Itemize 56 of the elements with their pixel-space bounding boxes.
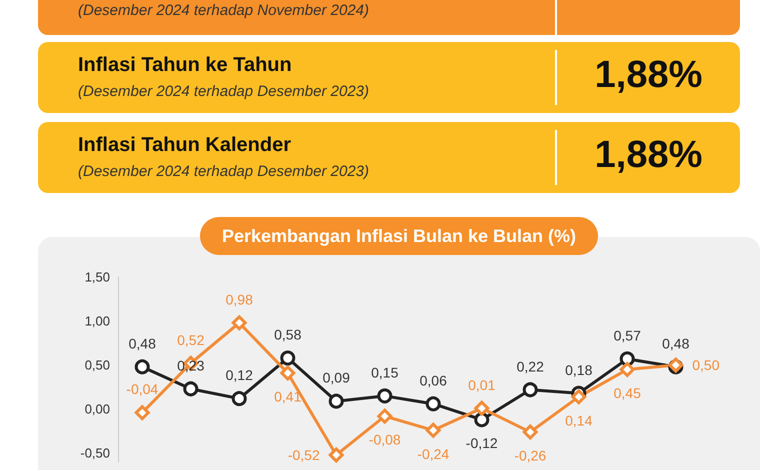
point	[328, 447, 344, 462]
text: (Desember 2024 terhadap Desember 2023)	[78, 163, 369, 180]
text: Inflasi Tahun ke Tahun	[78, 54, 292, 77]
data-label: -0,04	[126, 381, 158, 398]
data-label: 0,50	[692, 357, 720, 374]
point	[280, 366, 296, 381]
data-label: -0,24	[417, 446, 450, 462]
point	[134, 405, 150, 420]
point	[620, 362, 635, 377]
data-label: 0,48	[128, 335, 156, 352]
point	[474, 400, 490, 416]
point	[183, 381, 198, 396]
data-label: 0,18	[565, 362, 593, 378]
point	[474, 412, 490, 428]
data-label: -0,12	[466, 435, 498, 452]
point	[134, 359, 150, 374]
data-label: 0,45	[614, 385, 642, 401]
data-label: 0,15	[371, 364, 399, 380]
data-label: 0,09	[322, 370, 350, 386]
data-label: 0,52	[177, 332, 205, 348]
point	[426, 422, 441, 438]
point	[377, 408, 392, 424]
data-label: 0,14	[565, 412, 593, 428]
text: 1,88%	[594, 134, 704, 177]
y-tick-label: 0,50	[84, 358, 110, 373]
point	[328, 394, 344, 409]
data-label: -0,08	[368, 432, 401, 448]
point	[522, 424, 538, 440]
data-label: -0,52	[288, 446, 320, 463]
point	[280, 350, 296, 366]
data-label: 0,06	[420, 372, 448, 388]
point	[377, 388, 392, 404]
y-tick-label: 1,50	[84, 270, 110, 284]
point	[426, 396, 441, 412]
point	[571, 389, 586, 404]
text: 1,88%	[594, 54, 704, 97]
text: (Desember 2024 terhadap November 2024)	[78, 2, 369, 19]
point	[232, 315, 247, 330]
y-tick-label: -0,50	[80, 446, 110, 461]
point	[232, 391, 247, 406]
y-tick-label: 1,00	[84, 314, 110, 329]
data-label: 0,41	[274, 388, 302, 405]
text: Inflasi Tahun Kalender	[78, 134, 291, 157]
point	[522, 382, 538, 398]
data-label: 0,48	[662, 335, 690, 352]
data-label: 0,57	[614, 327, 642, 344]
point	[620, 351, 635, 366]
y-tick-label: 0,00	[84, 402, 110, 417]
chart-title: Perkembangan Inflasi Bulan ke Bulan (%)	[222, 226, 576, 246]
data-label: 0,58	[274, 326, 302, 343]
data-label: 0,01	[468, 376, 496, 393]
text: (Desember 2024 terhadap Desember 2023)	[78, 83, 369, 100]
data-label: 0,12	[226, 367, 254, 384]
data-label: 0,22	[516, 358, 544, 374]
data-label: 0,98	[226, 291, 254, 308]
data-label: -0,26	[514, 448, 546, 464]
